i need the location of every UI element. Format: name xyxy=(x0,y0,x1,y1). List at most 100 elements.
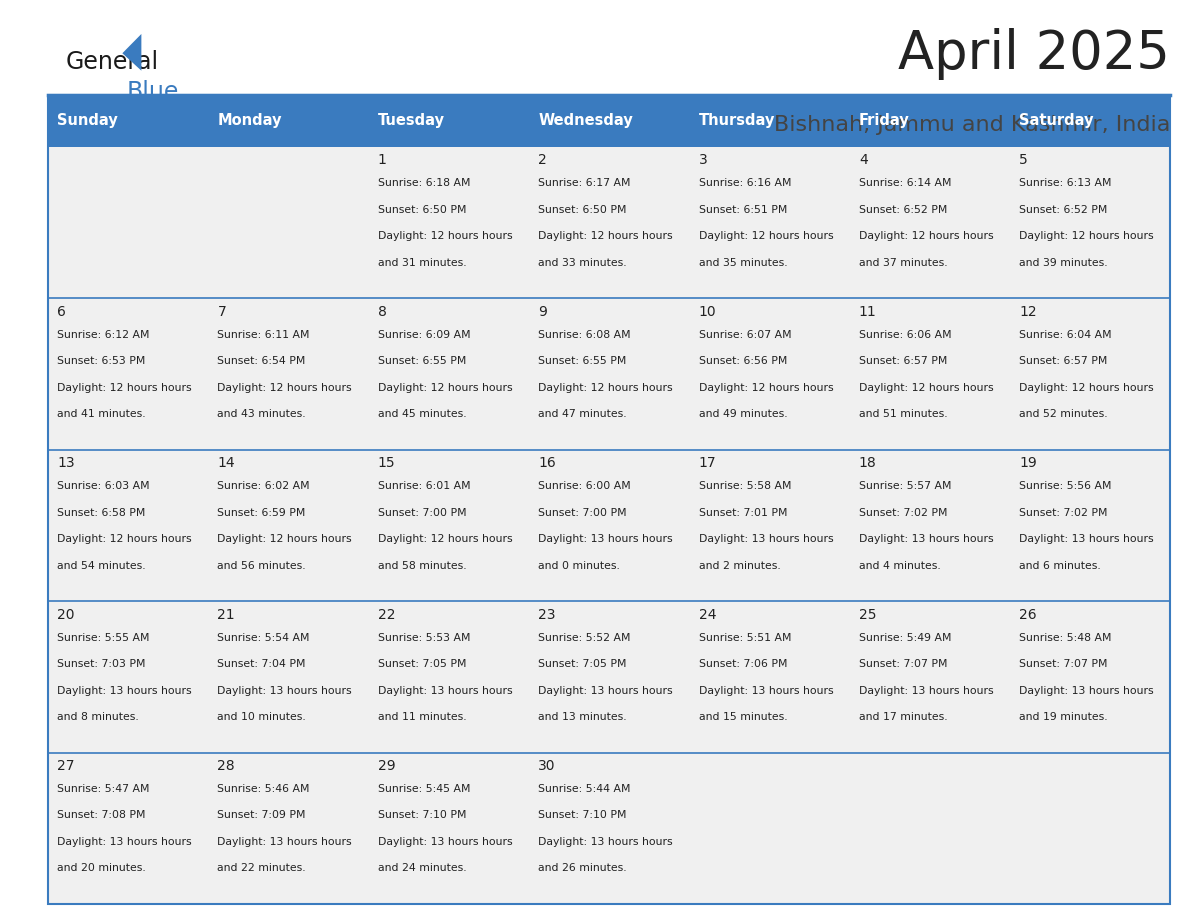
Text: 9: 9 xyxy=(538,305,546,319)
Text: and 52 minutes.: and 52 minutes. xyxy=(1019,409,1108,420)
Text: and 41 minutes.: and 41 minutes. xyxy=(57,409,146,420)
Text: Sunset: 6:54 PM: Sunset: 6:54 PM xyxy=(217,356,305,366)
Text: Sunset: 6:53 PM: Sunset: 6:53 PM xyxy=(57,356,145,366)
Text: Sunset: 6:50 PM: Sunset: 6:50 PM xyxy=(538,205,626,215)
Text: 4: 4 xyxy=(859,153,867,167)
Text: Sunset: 7:07 PM: Sunset: 7:07 PM xyxy=(859,659,947,669)
Text: Sunrise: 5:54 AM: Sunrise: 5:54 AM xyxy=(217,633,310,643)
Text: 25: 25 xyxy=(859,608,877,621)
Text: Sunset: 7:05 PM: Sunset: 7:05 PM xyxy=(378,659,466,669)
Text: Sunrise: 6:07 AM: Sunrise: 6:07 AM xyxy=(699,330,791,340)
Text: Sunrise: 6:18 AM: Sunrise: 6:18 AM xyxy=(378,178,470,188)
Text: Sunrise: 6:00 AM: Sunrise: 6:00 AM xyxy=(538,481,631,491)
Text: Daylight: 12 hours hours: Daylight: 12 hours hours xyxy=(57,534,191,544)
Text: 23: 23 xyxy=(538,608,556,621)
Text: Sunset: 6:52 PM: Sunset: 6:52 PM xyxy=(859,205,947,215)
Text: 1: 1 xyxy=(378,153,386,167)
Text: and 0 minutes.: and 0 minutes. xyxy=(538,561,620,571)
Text: 29: 29 xyxy=(378,759,396,773)
Text: Daylight: 12 hours hours: Daylight: 12 hours hours xyxy=(538,231,672,241)
Text: 30: 30 xyxy=(538,759,556,773)
Text: Sunset: 7:07 PM: Sunset: 7:07 PM xyxy=(1019,659,1107,669)
FancyBboxPatch shape xyxy=(368,601,529,753)
Text: Daylight: 13 hours hours: Daylight: 13 hours hours xyxy=(378,686,512,696)
FancyBboxPatch shape xyxy=(849,601,1010,753)
Text: Sunrise: 6:13 AM: Sunrise: 6:13 AM xyxy=(1019,178,1112,188)
Text: and 58 minutes.: and 58 minutes. xyxy=(378,561,467,571)
Text: 8: 8 xyxy=(378,305,386,319)
FancyBboxPatch shape xyxy=(208,450,368,601)
Text: 7: 7 xyxy=(217,305,226,319)
Text: Sunrise: 5:58 AM: Sunrise: 5:58 AM xyxy=(699,481,791,491)
Text: Daylight: 12 hours hours: Daylight: 12 hours hours xyxy=(217,534,352,544)
Text: and 10 minutes.: and 10 minutes. xyxy=(217,712,307,722)
Text: and 26 minutes.: and 26 minutes. xyxy=(538,864,627,874)
Text: Sunset: 6:57 PM: Sunset: 6:57 PM xyxy=(1019,356,1107,366)
FancyBboxPatch shape xyxy=(208,147,368,298)
Text: and 19 minutes.: and 19 minutes. xyxy=(1019,712,1108,722)
FancyBboxPatch shape xyxy=(849,753,1010,904)
Text: Daylight: 12 hours hours: Daylight: 12 hours hours xyxy=(1019,231,1154,241)
Text: and 47 minutes.: and 47 minutes. xyxy=(538,409,627,420)
Text: Sunrise: 5:48 AM: Sunrise: 5:48 AM xyxy=(1019,633,1112,643)
Text: Wednesday: Wednesday xyxy=(538,113,633,129)
FancyBboxPatch shape xyxy=(849,298,1010,450)
Text: and 43 minutes.: and 43 minutes. xyxy=(217,409,307,420)
FancyBboxPatch shape xyxy=(1010,753,1170,904)
Text: Sunset: 6:55 PM: Sunset: 6:55 PM xyxy=(538,356,626,366)
Text: Sunset: 7:10 PM: Sunset: 7:10 PM xyxy=(538,811,626,821)
Text: Sunset: 7:06 PM: Sunset: 7:06 PM xyxy=(699,659,786,669)
Text: and 20 minutes.: and 20 minutes. xyxy=(57,864,146,874)
Text: Daylight: 12 hours hours: Daylight: 12 hours hours xyxy=(859,383,993,393)
Text: Sunrise: 6:03 AM: Sunrise: 6:03 AM xyxy=(57,481,150,491)
FancyBboxPatch shape xyxy=(849,450,1010,601)
Text: Sunrise: 5:47 AM: Sunrise: 5:47 AM xyxy=(57,784,150,794)
Text: Sunrise: 6:09 AM: Sunrise: 6:09 AM xyxy=(378,330,470,340)
Text: and 15 minutes.: and 15 minutes. xyxy=(699,712,788,722)
Text: 17: 17 xyxy=(699,456,716,470)
Text: and 17 minutes.: and 17 minutes. xyxy=(859,712,948,722)
Text: Monday: Monday xyxy=(217,113,282,129)
Text: Sunrise: 6:12 AM: Sunrise: 6:12 AM xyxy=(57,330,150,340)
Text: Sunset: 6:56 PM: Sunset: 6:56 PM xyxy=(699,356,786,366)
Text: 26: 26 xyxy=(1019,608,1037,621)
Text: Sunday: Sunday xyxy=(57,113,118,129)
Text: Daylight: 13 hours hours: Daylight: 13 hours hours xyxy=(1019,534,1154,544)
FancyBboxPatch shape xyxy=(48,147,208,298)
Text: Sunrise: 6:11 AM: Sunrise: 6:11 AM xyxy=(217,330,310,340)
FancyBboxPatch shape xyxy=(689,450,849,601)
FancyBboxPatch shape xyxy=(208,95,368,147)
Text: 13: 13 xyxy=(57,456,75,470)
Text: Sunset: 7:04 PM: Sunset: 7:04 PM xyxy=(217,659,305,669)
Text: and 39 minutes.: and 39 minutes. xyxy=(1019,258,1108,268)
FancyBboxPatch shape xyxy=(689,147,849,298)
FancyBboxPatch shape xyxy=(1010,601,1170,753)
Text: Daylight: 12 hours hours: Daylight: 12 hours hours xyxy=(378,383,512,393)
Text: and 31 minutes.: and 31 minutes. xyxy=(378,258,467,268)
Text: Sunset: 7:03 PM: Sunset: 7:03 PM xyxy=(57,659,145,669)
Text: and 11 minutes.: and 11 minutes. xyxy=(378,712,467,722)
FancyBboxPatch shape xyxy=(48,601,208,753)
Text: and 13 minutes.: and 13 minutes. xyxy=(538,712,627,722)
Text: Sunrise: 5:44 AM: Sunrise: 5:44 AM xyxy=(538,784,631,794)
Text: 20: 20 xyxy=(57,608,75,621)
Text: Sunset: 6:59 PM: Sunset: 6:59 PM xyxy=(217,508,305,518)
FancyBboxPatch shape xyxy=(48,450,208,601)
FancyBboxPatch shape xyxy=(1010,95,1170,147)
Text: and 24 minutes.: and 24 minutes. xyxy=(378,864,467,874)
Text: Daylight: 13 hours hours: Daylight: 13 hours hours xyxy=(538,837,672,847)
Text: 16: 16 xyxy=(538,456,556,470)
FancyBboxPatch shape xyxy=(529,147,689,298)
Text: Sunset: 6:52 PM: Sunset: 6:52 PM xyxy=(1019,205,1107,215)
Text: 14: 14 xyxy=(217,456,235,470)
Text: 2: 2 xyxy=(538,153,546,167)
Text: 22: 22 xyxy=(378,608,396,621)
Text: General: General xyxy=(65,50,158,74)
Text: 21: 21 xyxy=(217,608,235,621)
Text: Daylight: 13 hours hours: Daylight: 13 hours hours xyxy=(859,686,993,696)
Text: and 49 minutes.: and 49 minutes. xyxy=(699,409,788,420)
Text: Sunrise: 6:01 AM: Sunrise: 6:01 AM xyxy=(378,481,470,491)
FancyBboxPatch shape xyxy=(368,147,529,298)
FancyBboxPatch shape xyxy=(48,298,208,450)
Text: Sunrise: 5:52 AM: Sunrise: 5:52 AM xyxy=(538,633,631,643)
